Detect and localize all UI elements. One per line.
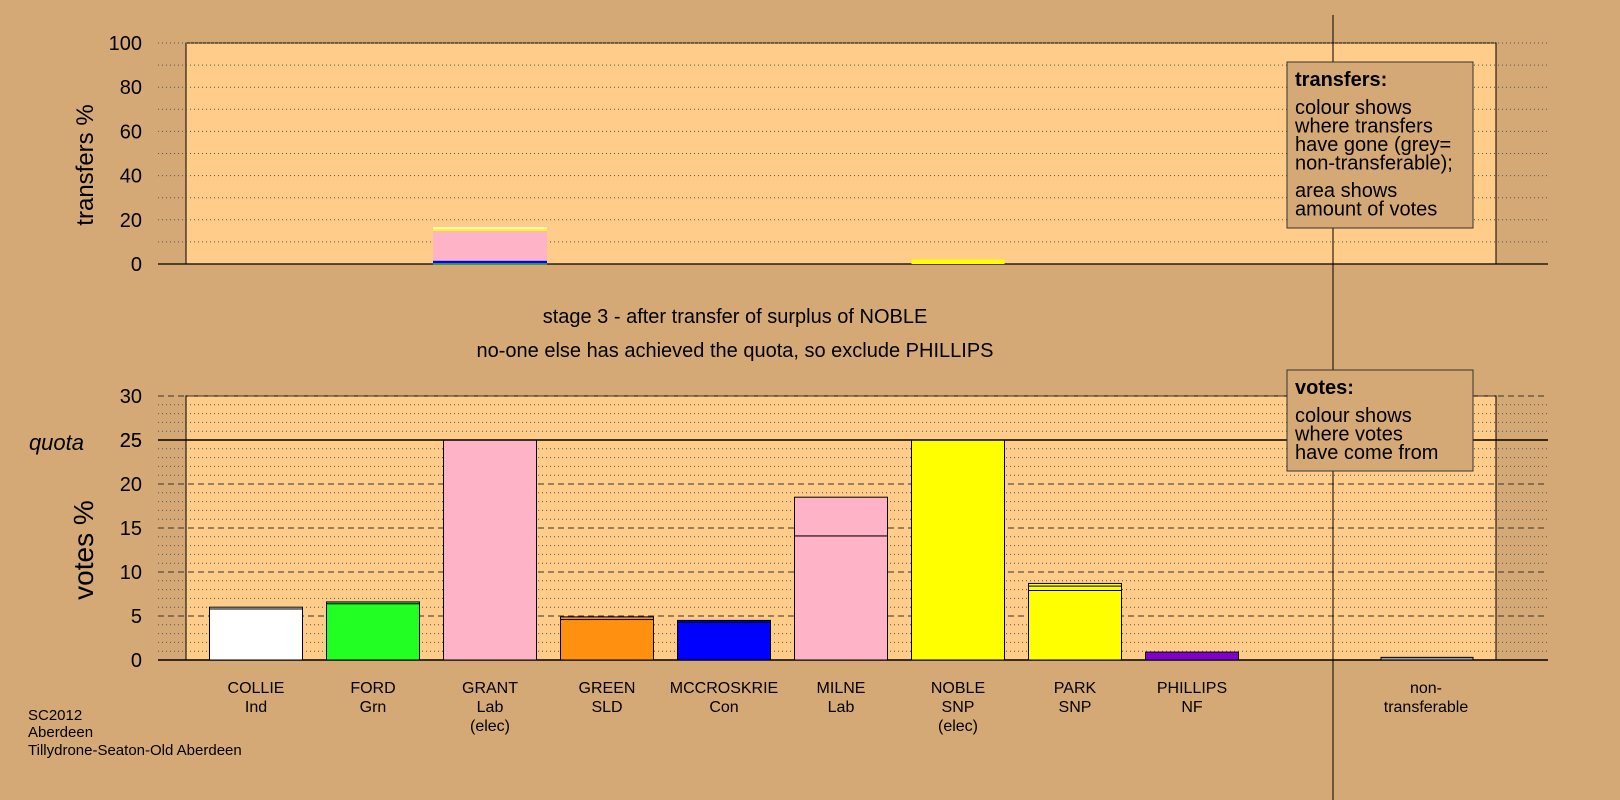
category-label: COLLIE: [228, 680, 285, 697]
category-label: (elec): [938, 718, 978, 735]
category-label: MCCROSKRIE: [670, 680, 778, 697]
vote-bar-segment: [326, 601, 420, 605]
nontransferable-bar: [1380, 656, 1474, 661]
transfer-segment: [911, 259, 1005, 264]
vote-bar-segment: [677, 621, 771, 661]
transfers-y-tick-label: 20: [120, 210, 142, 232]
transfers-y-tick-label: 100: [109, 33, 142, 55]
vote-bar-segment: [209, 606, 303, 610]
transfer-segment: [433, 260, 547, 264]
category-label: GRANT: [462, 680, 518, 697]
category-label: NF: [1181, 699, 1203, 716]
vote-bar-segment: [560, 616, 654, 621]
legend-title: votes:: [1295, 377, 1354, 399]
votes-y-tick-label: 25: [120, 430, 142, 452]
legend-line: have gone (grey=: [1295, 134, 1451, 156]
category-label: SNP: [942, 699, 975, 716]
category-label: GREEN: [579, 680, 636, 697]
legend-line: where transfers: [1294, 116, 1433, 138]
vote-bar-segment: [1028, 589, 1122, 661]
votes-y-tick-label: 0: [131, 650, 142, 672]
quota-tick-label: 25: [120, 430, 142, 452]
vote-bar-segment: [677, 619, 771, 623]
vote-bar-segment: [209, 608, 303, 661]
vote-bar-segment: [560, 619, 654, 661]
category-label: NOBLE: [931, 680, 985, 697]
category-label: FORD: [350, 680, 395, 697]
legend-line: non-transferable);: [1295, 153, 1453, 175]
nontransferable-label: non-: [1410, 680, 1442, 697]
category-label: SNP: [1059, 699, 1092, 716]
votes-y-tick-label: 30: [120, 386, 142, 408]
votes-y-tick-label: 20: [120, 474, 142, 496]
transfer-segment: [433, 228, 547, 231]
category-label: Lab: [477, 699, 504, 716]
transfers-y-axis-label: transfers %: [72, 104, 99, 225]
transfers-chart: 0 20 40 60 80 100 transfers %: [72, 33, 1548, 276]
legend-box-frame: [1286, 61, 1474, 229]
transfer-segment: [433, 263, 547, 265]
footer: SC2012 Aberdeen Tillydrone-Seaton-Old Ab…: [28, 707, 242, 759]
legend-line: colour shows: [1295, 97, 1412, 119]
category-label: MILNE: [817, 680, 866, 697]
category-label: SLD: [591, 699, 622, 716]
vote-bar-segment: [794, 496, 888, 537]
vote-bar-segment: [911, 439, 1005, 661]
vote-bar-segment: [443, 439, 537, 661]
category-label: Ind: [245, 699, 267, 716]
category-label: (elec): [470, 718, 510, 735]
legend-box-frame: [1286, 369, 1474, 472]
quota-label: quota: [29, 430, 84, 455]
legend-line: colour shows: [1295, 405, 1412, 427]
footer-line-1: SC2012: [28, 707, 82, 724]
vote-bar-segment: [1028, 582, 1122, 587]
legend-line: amount of votes: [1295, 199, 1437, 221]
vote-bar-segment: [1145, 651, 1239, 661]
votes-y-tick-label: 15: [120, 518, 142, 540]
transfers-y-tick-label: 0: [131, 254, 142, 276]
votes-y-tick-label: 5: [131, 606, 142, 628]
transfers-y-tick-label: 60: [120, 121, 142, 143]
legend-line: have come from: [1295, 442, 1438, 464]
category-label: PHILLIPS: [1157, 680, 1227, 697]
votes-y-tick-label: 10: [120, 562, 142, 584]
category-label: Lab: [828, 699, 855, 716]
category-label: Grn: [360, 699, 387, 716]
stage-title: stage 3 - after transfer of surplus of N…: [543, 306, 928, 328]
transfer-segment: [433, 230, 547, 261]
votes-y-axis-label: votes %: [68, 500, 99, 600]
transfer-segment: [433, 227, 547, 229]
vote-bar-segment: [1028, 585, 1122, 591]
nontransferable-label: transferable: [1384, 699, 1469, 716]
vote-bar-segment: [326, 603, 420, 661]
transfers-y-tick-label: 40: [120, 166, 142, 188]
footer-line-3: Tillydrone-Seaton-Old Aberdeen: [28, 742, 242, 759]
category-label: PARK: [1054, 680, 1097, 697]
legend-line: where votes: [1294, 424, 1403, 446]
vote-bar-segment: [794, 535, 888, 661]
legend-line: area shows: [1295, 180, 1397, 202]
stage-subtitle: no-one else has achieved the quota, so e…: [476, 340, 993, 362]
category-label: Con: [709, 699, 738, 716]
legend-title: transfers:: [1295, 69, 1387, 91]
transfers-plot-area: [185, 42, 1497, 265]
footer-line-2: Aberdeen: [28, 724, 93, 741]
transfers-y-tick-label: 80: [120, 77, 142, 99]
